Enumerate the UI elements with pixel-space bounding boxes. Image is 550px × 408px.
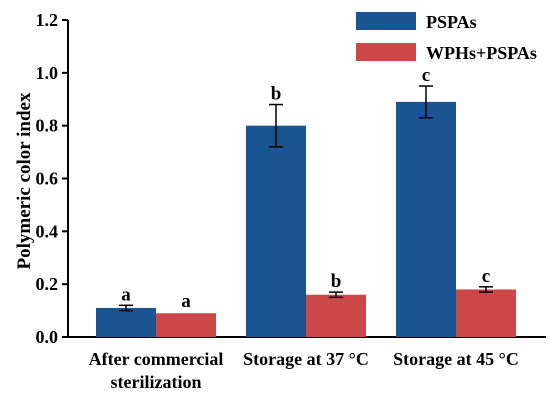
bar-pspas <box>396 101 456 338</box>
y-tick-label: 0.2 <box>36 274 59 294</box>
x-tick-label: After commercial <box>89 349 224 369</box>
significance-label: b <box>271 84 282 105</box>
significance-label: b <box>331 271 342 292</box>
bars: a b c a b c <box>96 65 516 338</box>
legend-swatch <box>356 12 416 30</box>
legend-swatch <box>356 43 416 61</box>
y-ticks: 0.0 0.2 0.4 0.6 0.8 1.0 1.2 <box>36 10 68 347</box>
significance-label: a <box>181 291 191 312</box>
y-tick-label: 0.8 <box>36 116 59 136</box>
significance-label: c <box>422 65 430 86</box>
y-axis-label: Polymeric color index <box>14 92 35 269</box>
x-tick-labels: After commercial sterilization Storage at … <box>89 349 519 392</box>
legend: PSPAs WPHs+PSPAs <box>356 12 537 63</box>
bar-wphs-pspas <box>306 294 366 337</box>
y-tick-label: 0.4 <box>36 221 59 241</box>
x-tick-label: Storage at 45 °C <box>393 349 519 369</box>
significance-label: a <box>121 284 131 305</box>
y-tick-label: 1.2 <box>36 10 59 30</box>
bar-wphs-pspas <box>156 313 216 337</box>
significance-label: c <box>482 266 490 287</box>
legend-label: PSPAs <box>426 12 477 32</box>
bar-wphs-pspas <box>456 289 516 337</box>
x-tick-label: Storage at 37 °C <box>243 349 369 369</box>
y-tick-label: 0.6 <box>36 169 59 189</box>
bar-pspas <box>96 307 156 337</box>
bar-pspas <box>246 125 306 338</box>
legend-label: WPHs+PSPAs <box>426 43 537 63</box>
y-tick-label: 0.0 <box>36 327 59 347</box>
x-tick-label: sterilization <box>111 372 202 392</box>
y-tick-label: 1.0 <box>36 63 59 83</box>
